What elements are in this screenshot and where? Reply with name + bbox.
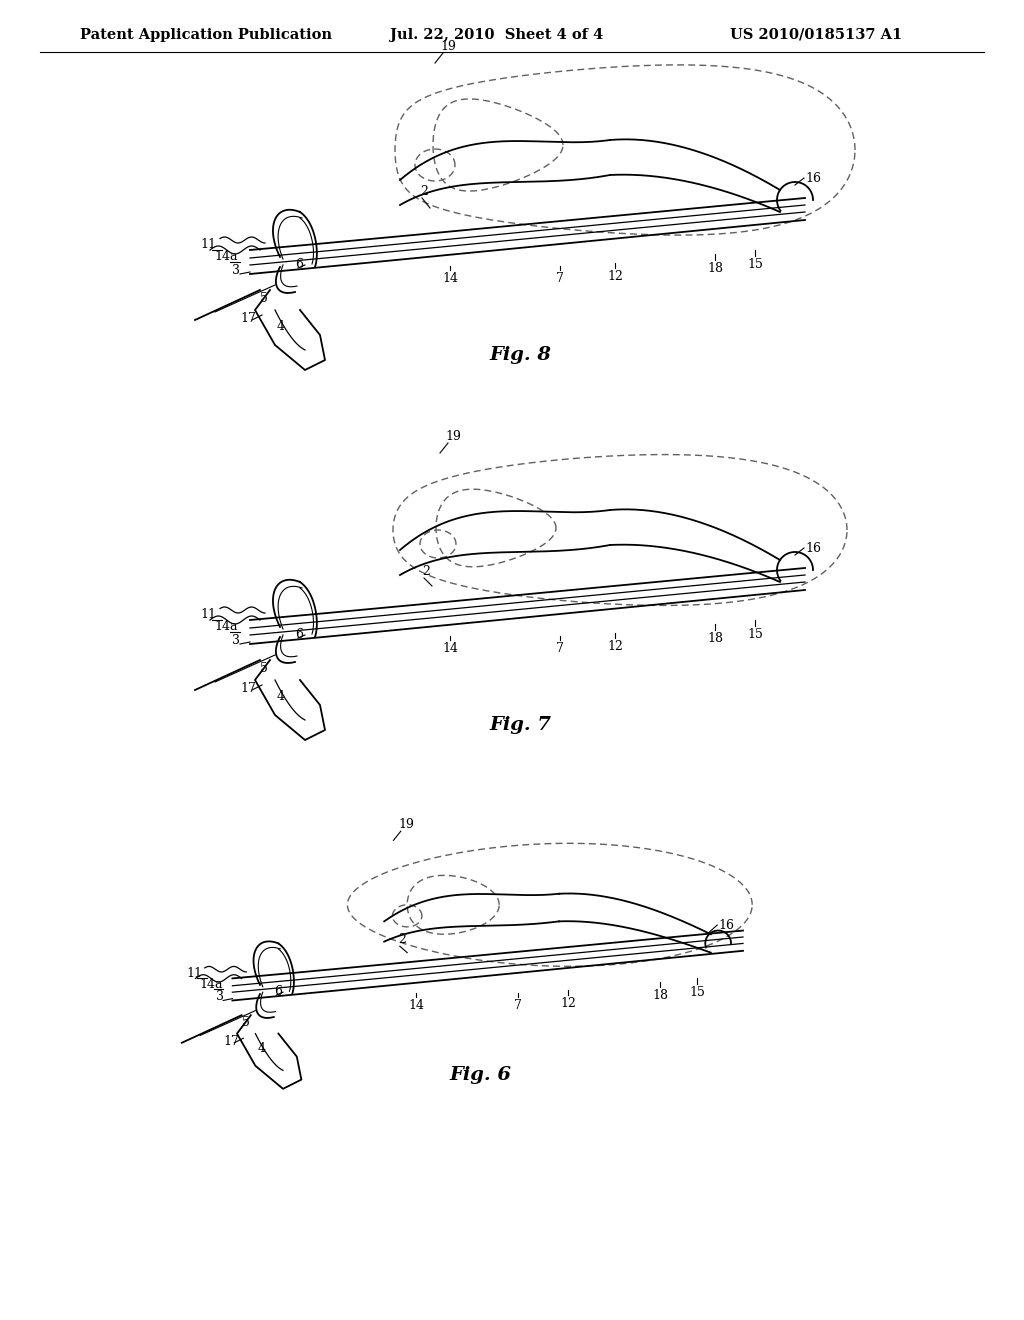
Text: 18: 18 [652,990,669,1002]
Text: 3: 3 [232,264,240,277]
Text: 6: 6 [295,257,303,271]
Text: 14: 14 [442,642,458,655]
Text: 15: 15 [748,257,763,271]
Text: 3: 3 [216,990,224,1003]
Text: 17: 17 [240,312,256,325]
Text: Fig. 6: Fig. 6 [450,1065,512,1084]
Text: 18: 18 [707,261,723,275]
Text: 6: 6 [295,628,303,642]
Text: 16: 16 [805,172,821,185]
Text: 2: 2 [422,565,430,578]
Text: 4: 4 [257,1041,265,1055]
Text: 19: 19 [440,40,456,53]
Text: 16: 16 [805,541,821,554]
Text: 3: 3 [232,634,240,647]
Text: 6: 6 [273,985,282,998]
Text: 5: 5 [260,292,268,305]
Text: Patent Application Publication: Patent Application Publication [80,28,332,42]
Text: 14: 14 [442,272,458,285]
Text: 14: 14 [409,999,424,1011]
Text: 17: 17 [240,682,256,696]
Text: 2: 2 [420,185,428,198]
Text: 7: 7 [556,642,564,655]
Text: 7: 7 [556,272,564,285]
Text: 11: 11 [186,966,203,979]
Text: 19: 19 [398,818,414,832]
Text: 5: 5 [260,663,268,675]
Text: 11: 11 [200,609,216,620]
Text: 17: 17 [223,1035,239,1048]
Text: US 2010/0185137 A1: US 2010/0185137 A1 [730,28,902,42]
Text: 14a: 14a [214,620,238,634]
Text: 12: 12 [560,997,577,1010]
Text: 18: 18 [707,632,723,645]
Text: 14a: 14a [200,978,223,990]
Text: 19: 19 [445,430,461,444]
Text: 4: 4 [278,319,285,333]
Text: 12: 12 [607,640,623,653]
Text: 4: 4 [278,690,285,704]
Text: 5: 5 [242,1016,250,1030]
Text: 16: 16 [718,919,734,932]
Text: 7: 7 [514,999,521,1011]
Text: 15: 15 [748,628,763,642]
Text: 11: 11 [200,238,216,251]
Text: 2: 2 [398,933,406,946]
Text: 12: 12 [607,271,623,282]
Text: Fig. 7: Fig. 7 [489,715,551,734]
Text: Fig. 8: Fig. 8 [489,346,551,364]
Text: 15: 15 [689,986,705,999]
Text: 14a: 14a [214,249,238,263]
Text: Jul. 22, 2010  Sheet 4 of 4: Jul. 22, 2010 Sheet 4 of 4 [390,28,603,42]
